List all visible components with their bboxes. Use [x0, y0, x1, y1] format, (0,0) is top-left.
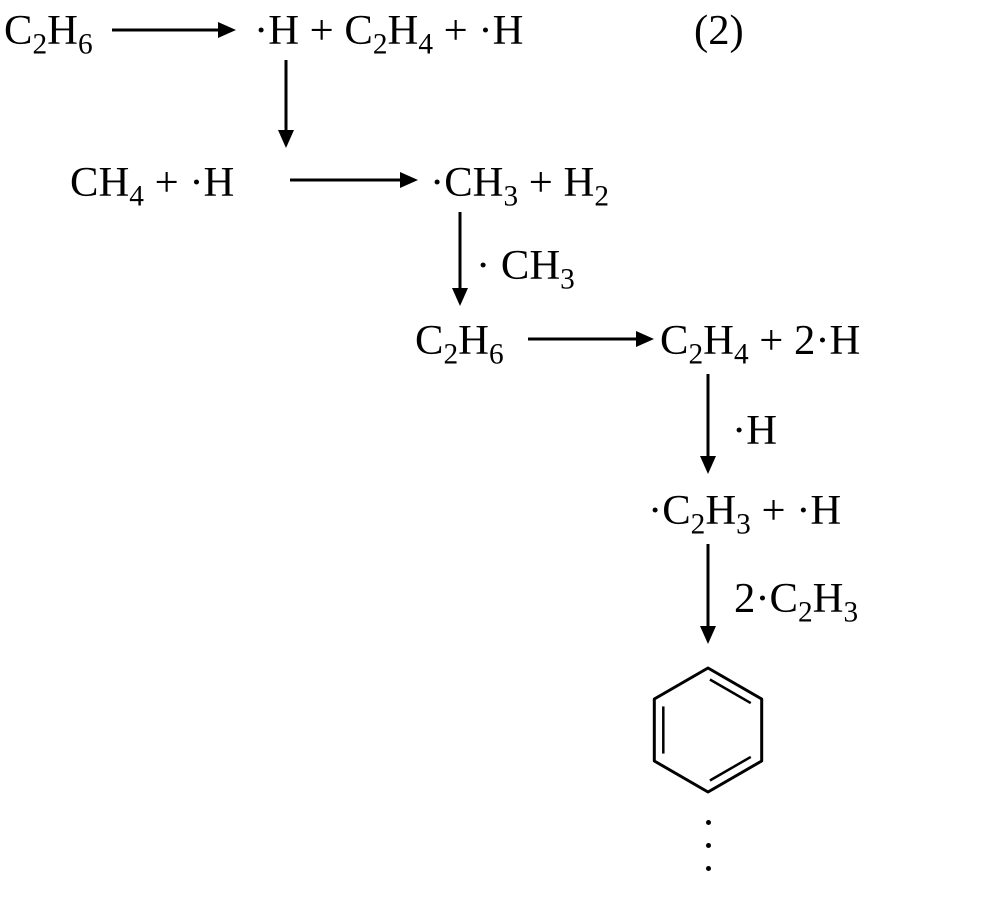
ellipsis-vertical	[706, 820, 711, 871]
diagram-canvas: C2H6·H + C2H4 + ·HCH4 + ·H·CH3 + H2· CH3…	[0, 0, 1000, 924]
benzene-ring	[0, 0, 1000, 924]
